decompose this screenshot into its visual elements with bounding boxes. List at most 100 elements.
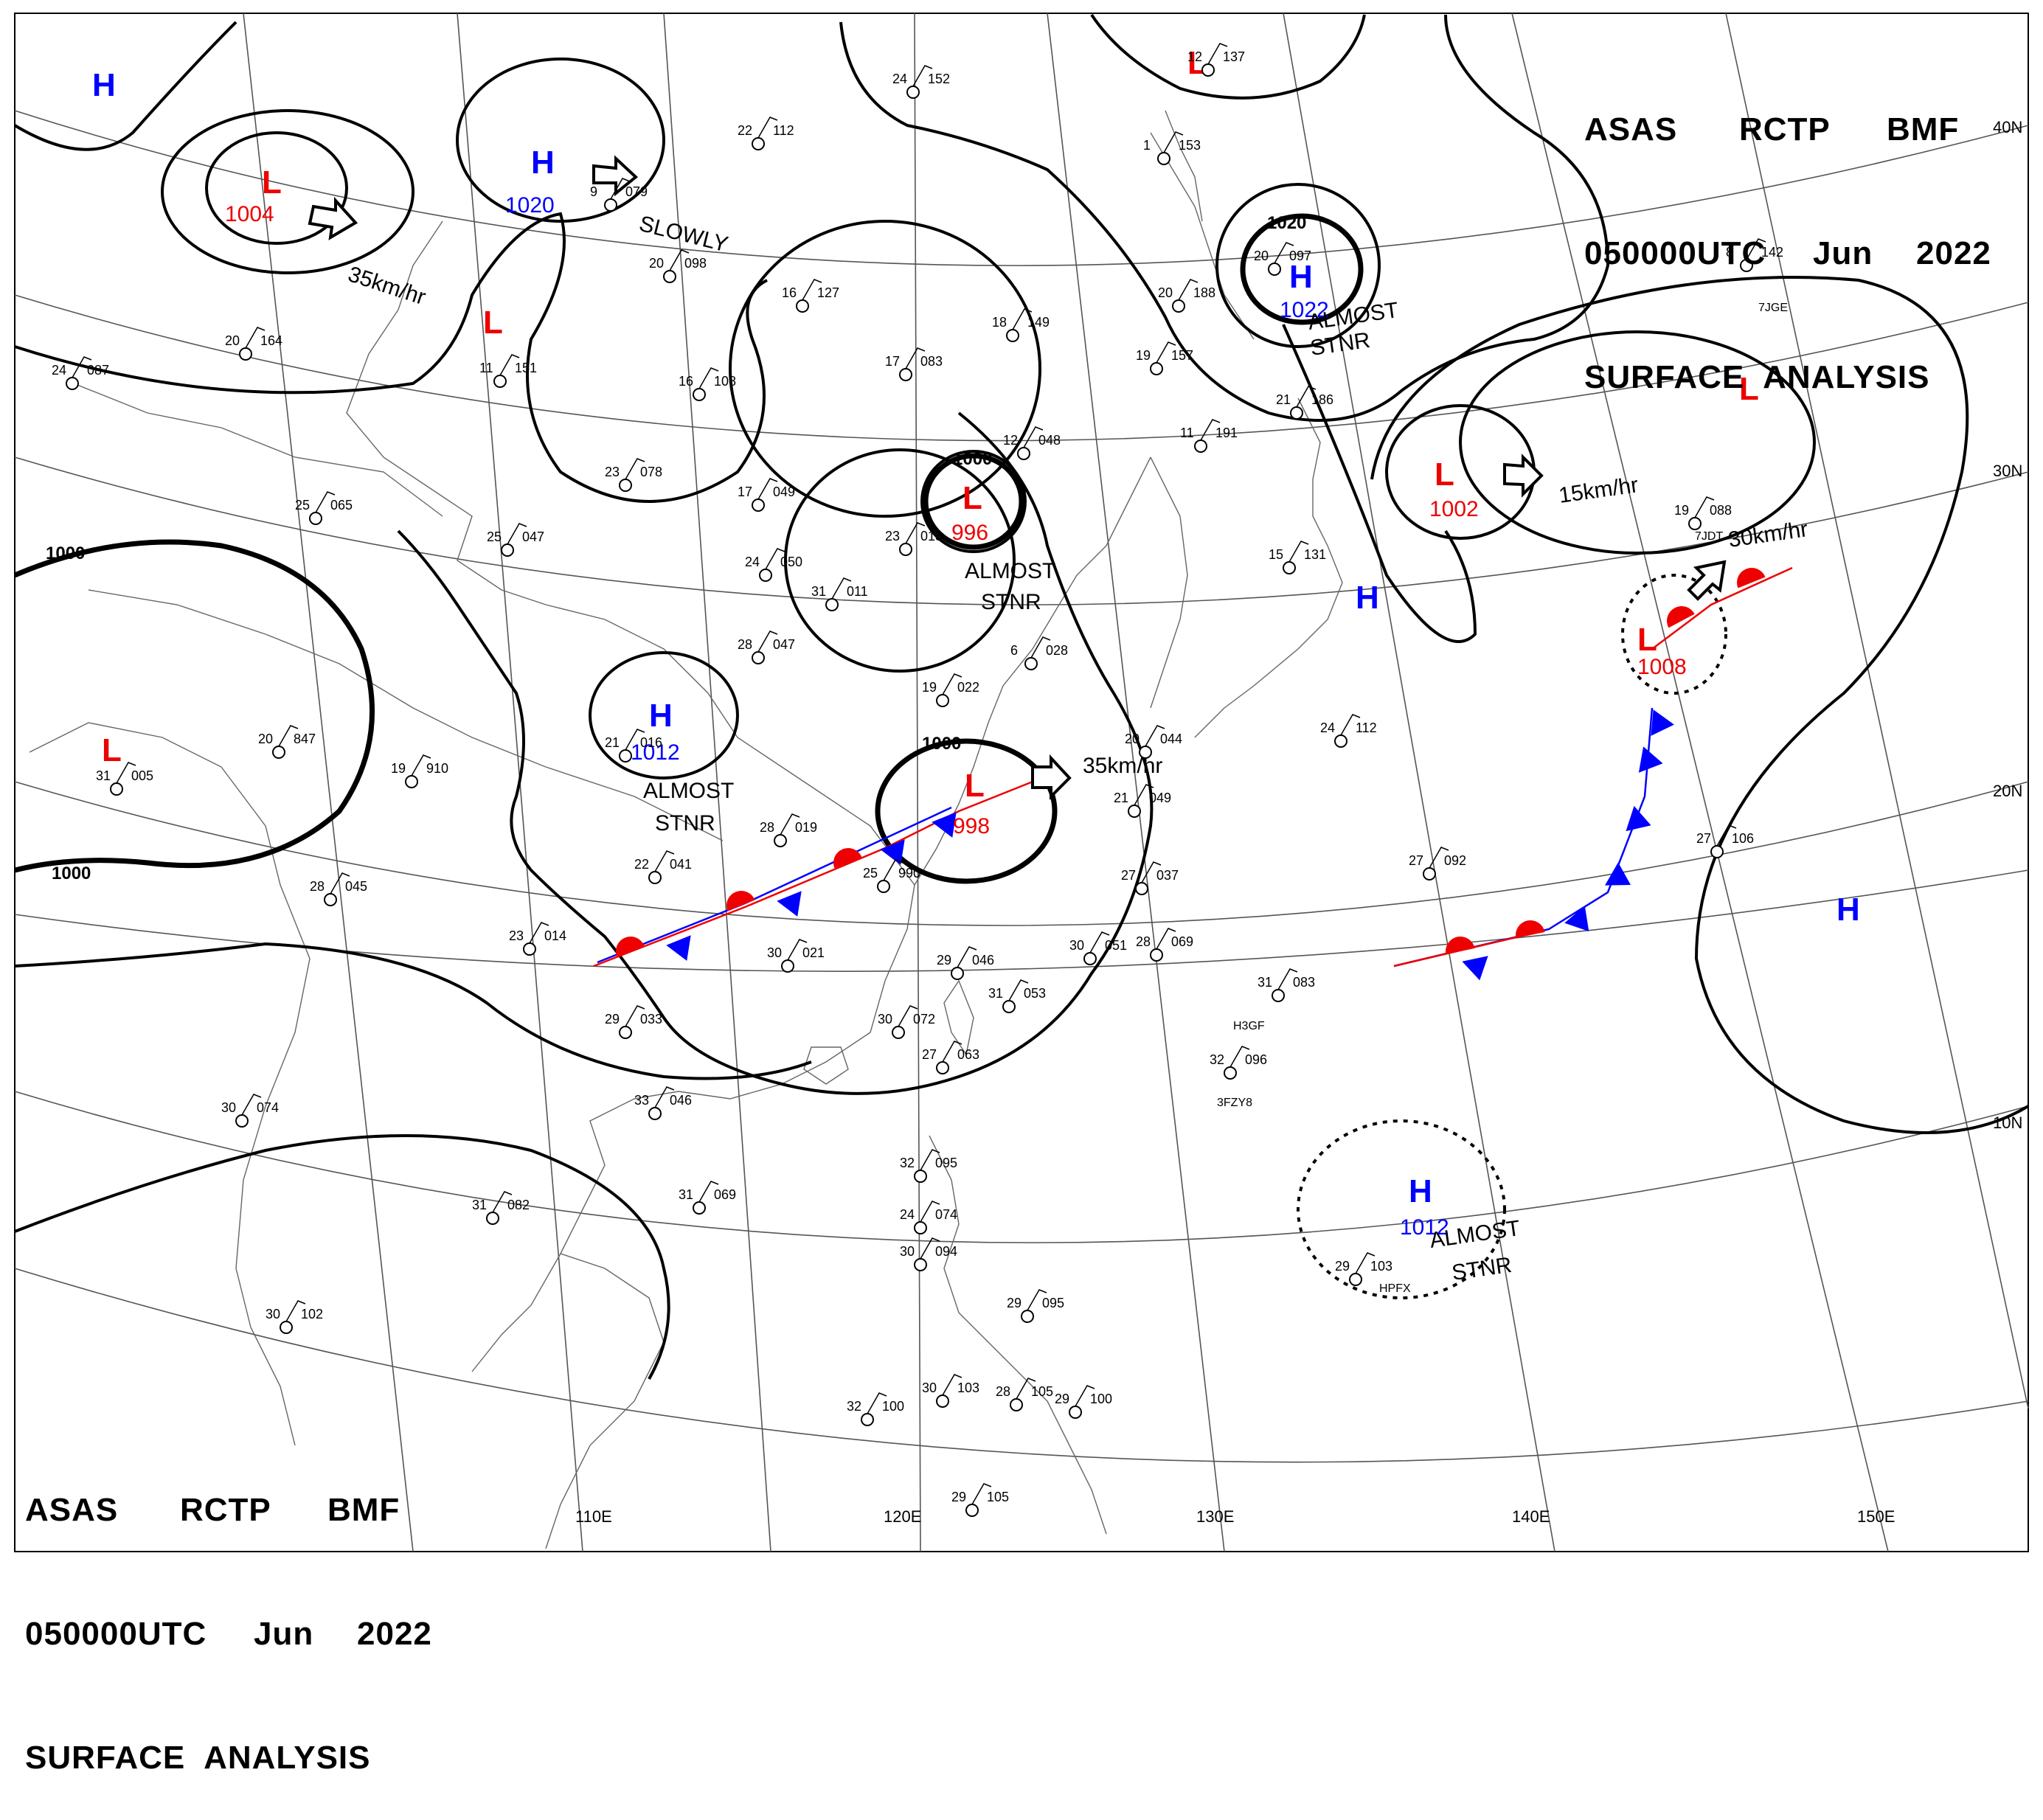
station-pressure: 096 bbox=[1245, 1052, 1267, 1067]
station-plot: 20 847 bbox=[258, 725, 316, 759]
station-temperature: 31 bbox=[679, 1187, 693, 1202]
header-code: BMF bbox=[327, 1492, 400, 1528]
motion-speed-label: STNR bbox=[655, 811, 715, 836]
station-circle-icon bbox=[1290, 406, 1303, 420]
station-pressure: 049 bbox=[1149, 791, 1171, 805]
station-pressure: 108 bbox=[714, 374, 736, 389]
station-circle-icon bbox=[781, 959, 794, 973]
station-pressure: 047 bbox=[773, 637, 795, 652]
wind-barb-icon bbox=[1156, 341, 1176, 364]
cold-front-triangle bbox=[666, 935, 691, 961]
station-pressure: 011 bbox=[847, 584, 868, 599]
station-pressure: 019 bbox=[795, 820, 817, 835]
station-temperature: 32 bbox=[900, 1156, 915, 1170]
station-plot: 20 097 bbox=[1254, 242, 1311, 276]
motion-arrows bbox=[308, 155, 1727, 800]
header-line-2: 050000UTC Jun 2022 bbox=[25, 1614, 432, 1655]
station-plot: 17 049 bbox=[738, 478, 795, 512]
station-temperature: 23 bbox=[885, 529, 900, 543]
station-pressure: 847 bbox=[294, 732, 316, 746]
wind-barb-icon bbox=[1141, 861, 1162, 883]
station-pressure: 082 bbox=[507, 1198, 530, 1212]
station-plot: 19 022 bbox=[922, 673, 979, 707]
high-pressure-symbol: H bbox=[649, 698, 673, 734]
station-plot: 20 188 bbox=[1158, 279, 1215, 313]
low-pressure-value: 1002 bbox=[1429, 497, 1479, 521]
station-plot: 29 046 bbox=[937, 946, 994, 980]
station-pressure: 044 bbox=[1160, 732, 1182, 746]
low-pressure-value: 996 bbox=[951, 521, 988, 545]
station-temperature: 32 bbox=[847, 1399, 861, 1414]
header-line-1: ASAS RCTP BMF bbox=[1584, 109, 1991, 150]
station-plot: 21 186 bbox=[1276, 386, 1333, 420]
station-plot: 12 137 bbox=[1187, 43, 1245, 77]
station-pressure: 191 bbox=[1215, 426, 1238, 440]
station-pressure: 053 bbox=[1024, 986, 1046, 1001]
station-plot: 19 088 bbox=[1674, 496, 1732, 530]
ship-call-sign: 7JGE bbox=[1758, 302, 1788, 314]
wind-barb-icon bbox=[1027, 1289, 1047, 1311]
station-plot: 24 050 bbox=[745, 548, 802, 582]
wind-barb-icon bbox=[942, 673, 962, 695]
station-temperature: 27 bbox=[922, 1047, 937, 1062]
station-temperature: 6 bbox=[1010, 643, 1018, 658]
station-plot: 24 152 bbox=[892, 65, 950, 99]
station-pressure: 137 bbox=[1223, 49, 1245, 64]
wind-barb-icon bbox=[920, 1237, 940, 1260]
station-circle-icon bbox=[1194, 440, 1207, 453]
meridian-line bbox=[243, 13, 414, 1552]
meridian-line bbox=[1725, 13, 2029, 1409]
station-plot: 20 044 bbox=[1125, 725, 1182, 759]
station-circle-icon bbox=[1201, 63, 1215, 77]
station-plot: 31 083 bbox=[1258, 968, 1315, 1002]
station-pressure: 005 bbox=[131, 768, 153, 783]
warm-front-semicircle bbox=[833, 848, 862, 869]
isobar-line bbox=[397, 411, 1154, 1095]
isobar-1020-ring bbox=[1240, 213, 1364, 325]
high-pressure-symbol: H bbox=[1289, 259, 1313, 295]
meridian-line bbox=[1047, 13, 1225, 1552]
station-circle-icon bbox=[648, 871, 662, 884]
station-temperature: 30 bbox=[767, 945, 782, 960]
wind-barb-icon bbox=[1156, 928, 1176, 950]
longitude-label: 130E bbox=[1196, 1507, 1234, 1526]
station-plot: 30 094 bbox=[900, 1237, 957, 1271]
isobar-label: 1000 bbox=[46, 543, 85, 563]
station-circle-icon bbox=[1017, 447, 1030, 460]
wind-barb-icon bbox=[1200, 419, 1221, 441]
wind-barb-icon bbox=[1716, 824, 1737, 847]
wind-barb-icon bbox=[241, 1094, 262, 1116]
station-temperature: 20 bbox=[1158, 285, 1173, 300]
wind-barb-icon bbox=[971, 1483, 992, 1505]
station-circle-icon bbox=[892, 1026, 905, 1039]
header-product: ASAS bbox=[1584, 111, 1678, 147]
station-circle-icon bbox=[1150, 362, 1163, 375]
station-pressure: 083 bbox=[920, 354, 943, 369]
station-plot: 21 016 bbox=[605, 729, 662, 763]
cold-front-triangle bbox=[1605, 862, 1631, 886]
station-plot: 30 051 bbox=[1069, 931, 1127, 965]
station-pressure: 087 bbox=[87, 363, 109, 378]
wind-barb-icon bbox=[1163, 131, 1184, 153]
station-plot: 30 103 bbox=[922, 1374, 979, 1408]
station-circle-icon bbox=[486, 1212, 499, 1225]
station-temperature: 11 bbox=[479, 361, 493, 375]
wind-barb-icon bbox=[529, 922, 549, 944]
station-plot: 30 072 bbox=[878, 1005, 935, 1039]
station-pressure: 095 bbox=[935, 1156, 957, 1170]
station-circle-icon bbox=[619, 749, 632, 763]
station-temperature: 1 bbox=[1143, 138, 1151, 153]
station-plot: 24 087 bbox=[52, 356, 109, 390]
station-temperature: 31 bbox=[988, 986, 1003, 1001]
station-pressure: 069 bbox=[1171, 934, 1193, 949]
station-pressure: 092 bbox=[1444, 853, 1466, 868]
wind-barb-icon bbox=[1288, 541, 1309, 563]
header-line-1: ASAS RCTP BMF bbox=[25, 1490, 432, 1531]
station-temperature: 27 bbox=[1409, 853, 1423, 868]
isobar-label: 1000 bbox=[953, 449, 992, 469]
motion-arrow-icon bbox=[1503, 454, 1544, 498]
station-circle-icon bbox=[280, 1321, 293, 1334]
station-temperature: 24 bbox=[745, 555, 760, 569]
wind-barb-icon bbox=[1274, 242, 1294, 264]
